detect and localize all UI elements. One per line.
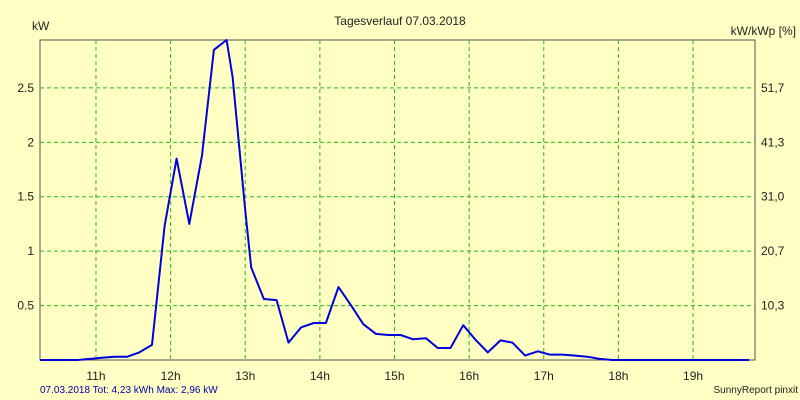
label-group: 11h 12h 13h 14h 15h 16h 17h 18h 19h 0.5 10,3 1 20,7 1… — [17, 81, 784, 383]
grid-lines — [40, 40, 755, 360]
y-tick-label-left: 2.5 — [17, 81, 34, 95]
left-axis-label: kW — [32, 19, 50, 33]
footer-summary: 07.03.2018 Tot: 4,23 kWh Max: 2,96 kW — [40, 385, 218, 396]
x-tick-label: 19h — [683, 369, 703, 383]
x-tick-label: 15h — [384, 369, 404, 383]
y-tick-label-left: 1.5 — [17, 190, 34, 204]
series-line — [40, 39, 749, 361]
y-tick-label-right: 10,3 — [761, 299, 785, 313]
y-tick-label-right: 41,3 — [761, 135, 785, 149]
y-tick-label-right: 51,7 — [761, 81, 785, 95]
x-tick-label: 14h — [310, 369, 330, 383]
y-tick-label-right: 31,0 — [761, 190, 785, 204]
x-tick-label: 13h — [235, 369, 255, 383]
right-axis-label: kW/kWp [%] — [731, 24, 796, 38]
y-tick-label-right: 20,7 — [761, 244, 785, 258]
chart-title: Tagesverlauf 07.03.2018 — [334, 14, 466, 28]
series-group — [40, 39, 749, 361]
plot-area — [39, 39, 756, 361]
x-tick-label: 16h — [459, 369, 479, 383]
x-tick-label: 17h — [534, 369, 554, 383]
y-tick-label-left: 0.5 — [17, 299, 34, 313]
footer-credit: SunnyReport pinxit — [714, 385, 799, 396]
x-tick-label: 11h — [86, 369, 105, 383]
y-tick-label-left: 2 — [27, 135, 34, 149]
y-tick-label-left: 1 — [27, 244, 34, 258]
x-tick-label: 18h — [608, 369, 628, 383]
x-tick-label: 12h — [161, 369, 181, 383]
